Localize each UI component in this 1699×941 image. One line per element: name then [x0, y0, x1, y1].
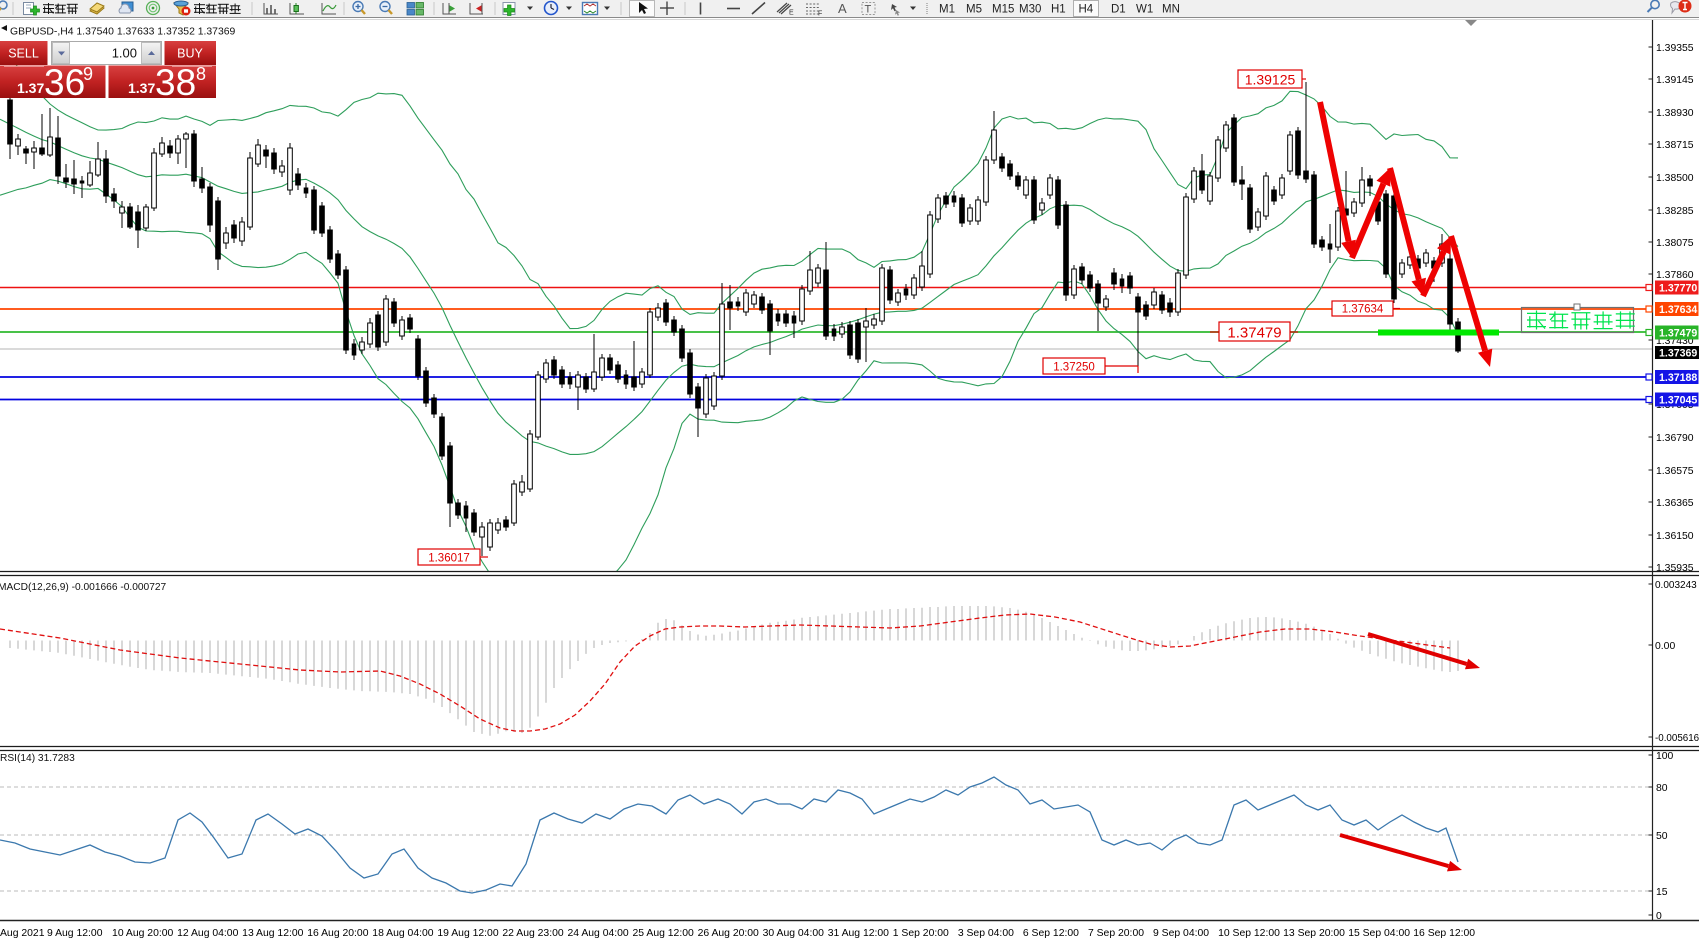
svg-text:24 Aug 04:00: 24 Aug 04:00 [567, 928, 628, 939]
svg-text:E: E [789, 10, 794, 17]
svg-text:H4: H4 [1079, 4, 1094, 16]
svg-text:0.003243: 0.003243 [1655, 580, 1697, 591]
svg-text:1.37: 1.37 [128, 80, 155, 96]
svg-text:80: 80 [1656, 783, 1668, 794]
svg-text:1.00: 1.00 [112, 46, 137, 61]
svg-text:D1: D1 [1111, 4, 1126, 16]
svg-text:1.37188: 1.37188 [1659, 372, 1697, 384]
svg-text:1.37369: 1.37369 [1659, 348, 1697, 360]
svg-text:8: 8 [196, 64, 206, 84]
svg-text:1.38500: 1.38500 [1656, 173, 1694, 184]
svg-text:1.39125: 1.39125 [1245, 72, 1296, 88]
svg-text:15: 15 [1656, 887, 1668, 898]
svg-text:12 Aug 04:00: 12 Aug 04:00 [177, 928, 238, 939]
svg-text:1.36575: 1.36575 [1656, 466, 1694, 477]
svg-text:A: A [838, 1, 847, 16]
svg-text:1.36365: 1.36365 [1656, 498, 1694, 509]
svg-text:GBPUSD-,H4 1.37540 1.37633 1.: GBPUSD-,H4 1.37540 1.37633 1.37352 1.373… [10, 27, 236, 38]
svg-text:7 Sep 20:00: 7 Sep 20:00 [1088, 928, 1144, 939]
svg-text:W1: W1 [1136, 4, 1153, 16]
svg-text:1.37860: 1.37860 [1656, 270, 1694, 281]
svg-text:1.37250: 1.37250 [1053, 362, 1095, 374]
svg-text:3 Sep 04:00: 3 Sep 04:00 [958, 928, 1014, 939]
svg-text:9 Aug 12:00: 9 Aug 12:00 [47, 928, 103, 939]
svg-text:15 Sep 04:00: 15 Sep 04:00 [1348, 928, 1410, 939]
svg-text:38: 38 [155, 62, 196, 103]
svg-text:22 Aug 23:00: 22 Aug 23:00 [502, 928, 563, 939]
svg-text:13 Aug 12:00: 13 Aug 12:00 [242, 928, 303, 939]
svg-text:9 Sep 04:00: 9 Sep 04:00 [1153, 928, 1209, 939]
svg-text:1.38715: 1.38715 [1656, 140, 1694, 151]
svg-text:16 Sep 12:00: 16 Sep 12:00 [1413, 928, 1475, 939]
svg-text:1.37479: 1.37479 [1227, 325, 1281, 342]
svg-text:BUY: BUY [177, 47, 203, 61]
svg-text:10 Sep 12:00: 10 Sep 12:00 [1218, 928, 1280, 939]
svg-text:M5: M5 [966, 4, 982, 16]
svg-text:0.00: 0.00 [1655, 641, 1675, 652]
svg-text:30 Aug 04:00: 30 Aug 04:00 [763, 928, 824, 939]
svg-text:1.37045: 1.37045 [1659, 395, 1697, 407]
svg-text:25 Aug 12:00: 25 Aug 12:00 [633, 928, 694, 939]
svg-text:1.37770: 1.37770 [1659, 283, 1697, 295]
svg-text:-0.005616: -0.005616 [1655, 733, 1699, 744]
svg-text:1.39145: 1.39145 [1656, 75, 1694, 86]
svg-text:18 Aug 04:00: 18 Aug 04:00 [372, 928, 433, 939]
svg-text:9: 9 [83, 64, 93, 84]
svg-text:1.37: 1.37 [17, 80, 44, 96]
svg-text:MN: MN [1162, 4, 1180, 16]
svg-text:M30: M30 [1019, 4, 1041, 16]
svg-text:6 Sep 12:00: 6 Sep 12:00 [1023, 928, 1079, 939]
svg-text:1.39355: 1.39355 [1656, 43, 1694, 54]
svg-text:0: 0 [1656, 911, 1662, 922]
svg-text:50: 50 [1656, 831, 1668, 842]
svg-text:1.37634: 1.37634 [1342, 304, 1384, 316]
svg-text:MACD(12,26,9) -0.001666 -0.000: MACD(12,26,9) -0.001666 -0.000727 [0, 582, 167, 593]
svg-text:Aug 2021: Aug 2021 [0, 928, 45, 939]
svg-text:1.37430: 1.37430 [1656, 336, 1694, 347]
svg-text:100: 100 [1656, 751, 1674, 762]
svg-text:19 Aug 12:00: 19 Aug 12:00 [437, 928, 498, 939]
svg-text:H1: H1 [1051, 4, 1066, 16]
svg-text:T: T [865, 4, 872, 16]
svg-text:1.36150: 1.36150 [1656, 531, 1694, 542]
svg-text:1.36790: 1.36790 [1656, 433, 1694, 444]
svg-text:1.38930: 1.38930 [1656, 108, 1694, 119]
svg-text:1.35935: 1.35935 [1656, 563, 1694, 574]
svg-text:1 Sep 20:00: 1 Sep 20:00 [893, 928, 949, 939]
svg-text:1.37479: 1.37479 [1659, 328, 1697, 340]
svg-text:31 Aug 12:00: 31 Aug 12:00 [828, 928, 889, 939]
svg-text:SELL: SELL [8, 47, 39, 61]
svg-text:10 Aug 20:00: 10 Aug 20:00 [112, 928, 173, 939]
svg-text:1.38285: 1.38285 [1656, 206, 1694, 217]
svg-text:M1: M1 [939, 4, 955, 16]
svg-text:F: F [818, 11, 822, 18]
svg-text:RSI(14) 31.7283: RSI(14) 31.7283 [0, 753, 75, 764]
svg-text:1.37634: 1.37634 [1659, 304, 1697, 316]
svg-text:26 Aug 20:00: 26 Aug 20:00 [698, 928, 759, 939]
svg-text:16 Aug 20:00: 16 Aug 20:00 [307, 928, 368, 939]
svg-text:1.36017: 1.36017 [428, 553, 470, 565]
svg-text:36: 36 [44, 62, 85, 103]
svg-text:13 Sep 20:00: 13 Sep 20:00 [1283, 928, 1345, 939]
svg-text:1.38075: 1.38075 [1656, 238, 1694, 249]
svg-text:M15: M15 [992, 4, 1014, 16]
